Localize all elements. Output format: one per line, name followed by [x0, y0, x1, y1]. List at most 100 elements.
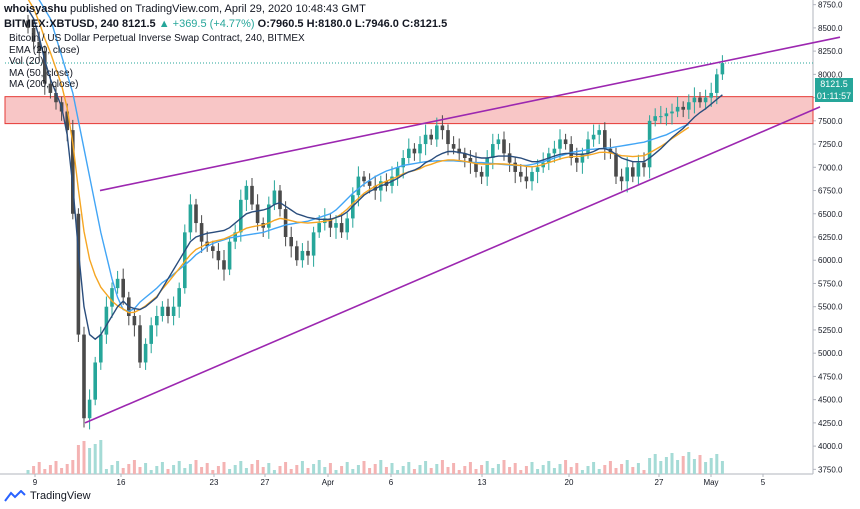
candle-body [647, 120, 652, 168]
candle-body [188, 204, 193, 233]
volume-bar [60, 468, 64, 474]
volume-bar [127, 464, 131, 474]
volume-bar [396, 470, 400, 474]
volume-bar [356, 465, 360, 474]
candle-body [177, 288, 181, 307]
x-tick-label: 27 [655, 478, 664, 487]
lower-trendline [84, 106, 821, 424]
candle-body [524, 176, 529, 182]
volume-bar [614, 468, 618, 474]
volume-bar [457, 470, 461, 474]
candle-body [715, 74, 719, 93]
volume-bar [424, 461, 428, 474]
candle-body [451, 144, 456, 149]
candle-body [569, 144, 573, 158]
volume-bar [183, 468, 187, 474]
countdown-tag: 01:11:57 [815, 90, 853, 102]
candle-body [155, 316, 159, 326]
author-name[interactable]: whoisyashu [4, 3, 67, 15]
volume-bar [65, 464, 69, 474]
volume-bar [155, 466, 159, 474]
candle-body [407, 148, 411, 158]
legend-ma200[interactable]: MA (200, close) [9, 79, 79, 90]
candle-body [591, 134, 596, 140]
x-tick-label: 16 [117, 478, 126, 487]
candle-body [362, 176, 366, 182]
volume-bar [82, 441, 86, 474]
volume-bar [418, 465, 422, 474]
volume-bar [485, 461, 489, 474]
volume-bar [446, 467, 450, 474]
volume-bar [384, 467, 388, 474]
footer-brand[interactable]: TradingView [4, 490, 91, 502]
volume-bar [603, 465, 607, 474]
candle-body [614, 153, 618, 177]
volume-bar [37, 462, 41, 474]
volume-bar [340, 466, 344, 474]
volume-bar [407, 462, 411, 474]
volume-bar [636, 463, 640, 474]
candle-body [317, 223, 321, 233]
legend-ma50[interactable]: MA (50, close) [9, 67, 73, 79]
volume-bar [71, 460, 75, 474]
candle-body [160, 306, 165, 316]
candle-body [535, 167, 540, 172]
volume-bar [149, 470, 153, 474]
candle-body [440, 125, 445, 131]
y-tick-label: 8500.0 [818, 24, 843, 33]
indicator-legend: Bitcoin / US Dollar Perpetual Inverse Sw… [9, 33, 305, 91]
x-tick-label: May [703, 478, 718, 487]
candle-body [401, 158, 405, 168]
candle-body [171, 306, 176, 316]
volume-bar [228, 469, 232, 474]
volume-bar [76, 445, 80, 474]
volume-bar [289, 469, 293, 474]
y-tick-label: 7250.0 [818, 140, 843, 149]
x-tick-label: 20 [565, 478, 574, 487]
volume-bar [267, 463, 271, 474]
volume-bar [194, 460, 198, 474]
symbol-label: BITMEX:XBTUSD, 240 [4, 18, 119, 30]
candle-body [65, 111, 69, 131]
volume-bar [552, 468, 556, 474]
volume-bar [205, 463, 209, 474]
volume-bar [88, 448, 92, 474]
volume-bar [715, 454, 719, 474]
volume-bar [306, 468, 310, 474]
candle-body [104, 306, 109, 335]
y-tick-label: 5250.0 [818, 326, 843, 335]
volume-bar [295, 465, 299, 474]
candle-body [519, 171, 523, 177]
candle-body [586, 139, 590, 154]
volume-bar [564, 460, 568, 474]
brand-name: TradingView [30, 490, 91, 502]
candle-body [720, 63, 725, 75]
price-change: ▲ +369.5 (+4.77%) [158, 18, 255, 30]
candle-body [664, 113, 669, 117]
candle-body [255, 204, 260, 224]
volume-bar [250, 464, 254, 474]
volume-bar [648, 458, 652, 474]
candle-body [395, 167, 400, 177]
volume-bar [233, 465, 237, 474]
candle-body [334, 223, 338, 228]
volume-bar [272, 470, 276, 474]
legend-title[interactable]: Bitcoin / US Dollar Perpetual Inverse Sw… [9, 33, 305, 44]
volume-bar [670, 453, 674, 474]
y-tick-label: 5500.0 [818, 303, 843, 312]
legend-ema[interactable]: EMA (20, close) [9, 44, 80, 56]
candle-body [491, 144, 495, 158]
legend-volume[interactable]: Vol (20) [9, 56, 44, 67]
symbol-ohlc: BITMEX:XBTUSD, 240 8121.5 ▲ +369.5 (+4.7… [4, 18, 447, 30]
volume-bar [104, 469, 108, 474]
candle-body [115, 278, 120, 289]
candle-body [110, 288, 114, 307]
candle-body [227, 241, 232, 270]
volume-bar [328, 463, 332, 474]
volume-bar [200, 467, 204, 474]
volume-bar [698, 455, 702, 474]
volume-bar [160, 462, 164, 474]
volume-bar [211, 470, 215, 474]
volume-bar [519, 470, 523, 474]
